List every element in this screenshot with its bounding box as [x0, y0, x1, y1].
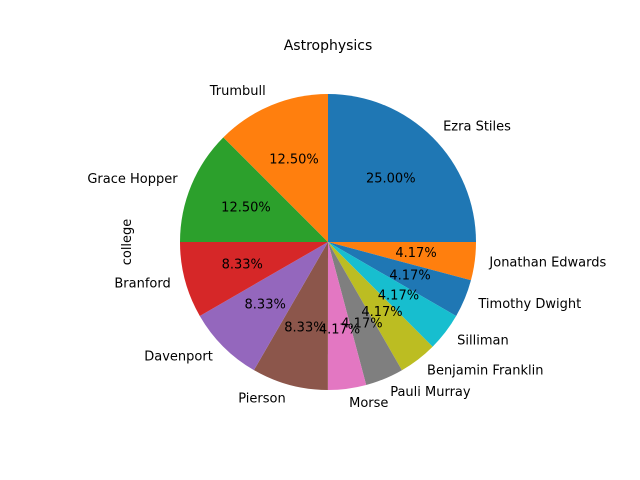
percent-label-trumbull: 12.50% [269, 152, 319, 167]
percent-label-branford: 8.33% [222, 257, 263, 272]
slice-label-ezra-stiles: Ezra Stiles [443, 119, 511, 134]
percent-label-benjamin-franklin: 4.17% [361, 305, 402, 320]
pie-slice-ezra-stiles [328, 94, 476, 242]
percent-label-jonathan-edwards: 4.17% [395, 246, 436, 261]
slice-label-branford: Branford [114, 277, 170, 292]
slice-label-silliman: Silliman [457, 334, 509, 349]
slice-labels: Ezra Stiles Jonathan Edwards Timothy Dwigh… [87, 84, 606, 411]
percent-label-pauli-murray: 4.17% [341, 317, 382, 332]
y-axis-label: college [120, 219, 135, 266]
percent-label-pierson: 8.33% [284, 320, 325, 335]
pie-slice-silliman [328, 242, 457, 347]
slice-label-davenport: Davenport [144, 350, 213, 365]
pie-slice-branford [180, 241, 328, 316]
pie-slice-timothy-dwight [328, 242, 471, 317]
chart-title: Astrophysics [284, 38, 373, 54]
pie-slice-benjamin-franklin [328, 242, 433, 371]
pie-slice-davenport [199, 242, 328, 371]
slice-label-pierson: Pierson [238, 392, 285, 407]
pie-slice-grace-hopper [180, 137, 328, 242]
percent-label-morse: 4.17% [319, 323, 360, 338]
pie-slice-morse [327, 242, 367, 390]
percent-label-silliman: 4.17% [378, 289, 419, 304]
pie-slice-pierson [253, 242, 328, 390]
slice-label-morse: Morse [349, 396, 388, 411]
slice-label-pauli-murray: Pauli Murray [390, 385, 471, 400]
pie-slices [180, 94, 476, 390]
percent-label-davenport: 8.33% [245, 297, 286, 312]
slice-label-trumbull: Trumbull [209, 84, 266, 99]
slice-label-timothy-dwight: Timothy Dwight [477, 297, 581, 312]
pie-slice-trumbull [223, 94, 328, 242]
percent-label-timothy-dwight: 4.17% [389, 268, 430, 283]
slice-label-grace-hopper: Grace Hopper [87, 172, 178, 187]
percent-label-grace-hopper: 12.50% [221, 201, 271, 216]
slice-label-jonathan-edwards: Jonathan Edwards [488, 256, 606, 271]
slice-label-benjamin-franklin: Benjamin Franklin [427, 364, 543, 379]
percent-labels: 25.00%4.17%4.17%4.17%4.17%4.17%4.17%8.33… [221, 152, 437, 337]
pie-slice-jonathan-edwards [328, 241, 476, 281]
pie-slice-pauli-murray [328, 242, 402, 385]
percent-label-ezra-stiles: 25.00% [366, 172, 416, 187]
